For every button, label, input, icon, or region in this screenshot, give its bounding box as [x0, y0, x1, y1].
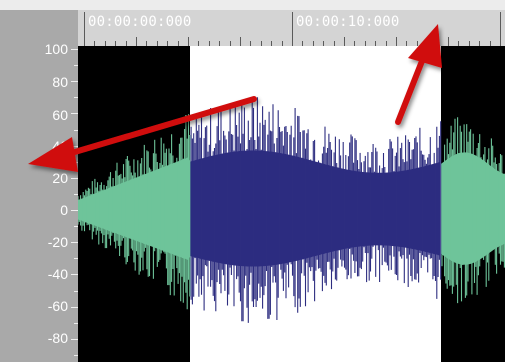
ruler-tick: [229, 41, 231, 46]
amplitude-tick: [71, 210, 78, 211]
ruler-tick: [240, 37, 241, 46]
timeline-ruler[interactable]: 00:00:00:000 00:00:10:000: [78, 10, 505, 46]
amplitude-tick: [71, 177, 78, 179]
amplitude-tick: [71, 145, 78, 147]
ruler-tick: [177, 41, 179, 46]
ruler-tick: [136, 37, 137, 46]
ruler-tick: [219, 41, 221, 46]
amp-label-0: 0: [60, 202, 68, 218]
amplitude-tick: [74, 226, 78, 228]
ruler-tick: [188, 37, 189, 46]
ruler-tick: [333, 41, 335, 46]
ruler-tick: [375, 41, 377, 46]
red-arrow-left-icon: [28, 96, 257, 172]
amplitude-tick: [74, 97, 78, 99]
amplitude-tick: [74, 258, 78, 260]
amp-label-60: 60: [52, 107, 68, 123]
ruler-tick: [250, 41, 252, 46]
ruler-tick: [489, 41, 491, 46]
amplitude-tick: [74, 129, 78, 131]
waveform-view[interactable]: [78, 46, 505, 362]
amp-label-neg40: -40: [47, 266, 68, 282]
amplitude-tick: [71, 81, 78, 83]
ruler-tick: [354, 41, 356, 46]
ruler-tick: [84, 12, 85, 46]
amplitude-tick: [71, 49, 78, 50]
ruler-tick: [281, 41, 283, 46]
amplitude-axis-panel: [0, 10, 78, 362]
ruler-tick: [125, 41, 127, 46]
amplitude-tick: [74, 354, 78, 356]
ruler-tick: [312, 41, 314, 46]
ruler-tick: [458, 41, 460, 46]
ruler-tick: [323, 41, 325, 46]
ruler-tick: [198, 41, 200, 46]
amp-label-neg60: -60: [47, 298, 68, 314]
timeline-label-start: 00:00:00:000: [88, 14, 192, 30]
ruler-tick: [396, 37, 397, 46]
ruler-tick: [271, 41, 273, 46]
ruler-tick: [385, 41, 387, 46]
amplitude-tick: [71, 338, 78, 340]
amp-label-100: 100: [44, 41, 68, 57]
amp-label-20: 20: [52, 170, 68, 186]
waveform-samples: [78, 97, 505, 323]
ruler-tick: [344, 37, 345, 46]
amplitude-tick: [71, 274, 78, 276]
amp-label-neg80: -80: [47, 330, 68, 346]
amplitude-tick: [74, 290, 78, 292]
timeline-label-10s: 00:00:10:000: [296, 14, 400, 30]
ruler-tick: [479, 41, 481, 46]
amplitude-tick: [71, 306, 78, 308]
ruler-tick: [104, 41, 106, 46]
ruler-tick: [448, 37, 449, 46]
ruler-tick: [468, 41, 470, 46]
ruler-tick: [167, 41, 169, 46]
red-arrow-up-icon: [395, 24, 442, 125]
ruler-tick: [364, 41, 366, 46]
ruler-tick: [208, 41, 210, 46]
ruler-tick: [94, 41, 96, 46]
ruler-tick: [115, 41, 117, 46]
amplitude-tick: [71, 113, 78, 115]
ruler-tick: [292, 12, 293, 46]
amplitude-tick: [71, 242, 78, 244]
amp-label-neg20: -20: [47, 234, 68, 250]
ruler-tick: [302, 41, 304, 46]
ruler-tick: [260, 41, 262, 46]
amplitude-tick: [74, 65, 78, 67]
ruler-tick: [406, 41, 408, 46]
amp-label-80: 80: [52, 74, 68, 90]
amplitude-tick: [74, 193, 78, 195]
ruler-tick: [416, 41, 418, 46]
amplitude-tick: [74, 322, 78, 324]
ruler-tick: [146, 41, 148, 46]
ruler-tick: [156, 41, 158, 46]
ruler-tick: [500, 12, 501, 46]
